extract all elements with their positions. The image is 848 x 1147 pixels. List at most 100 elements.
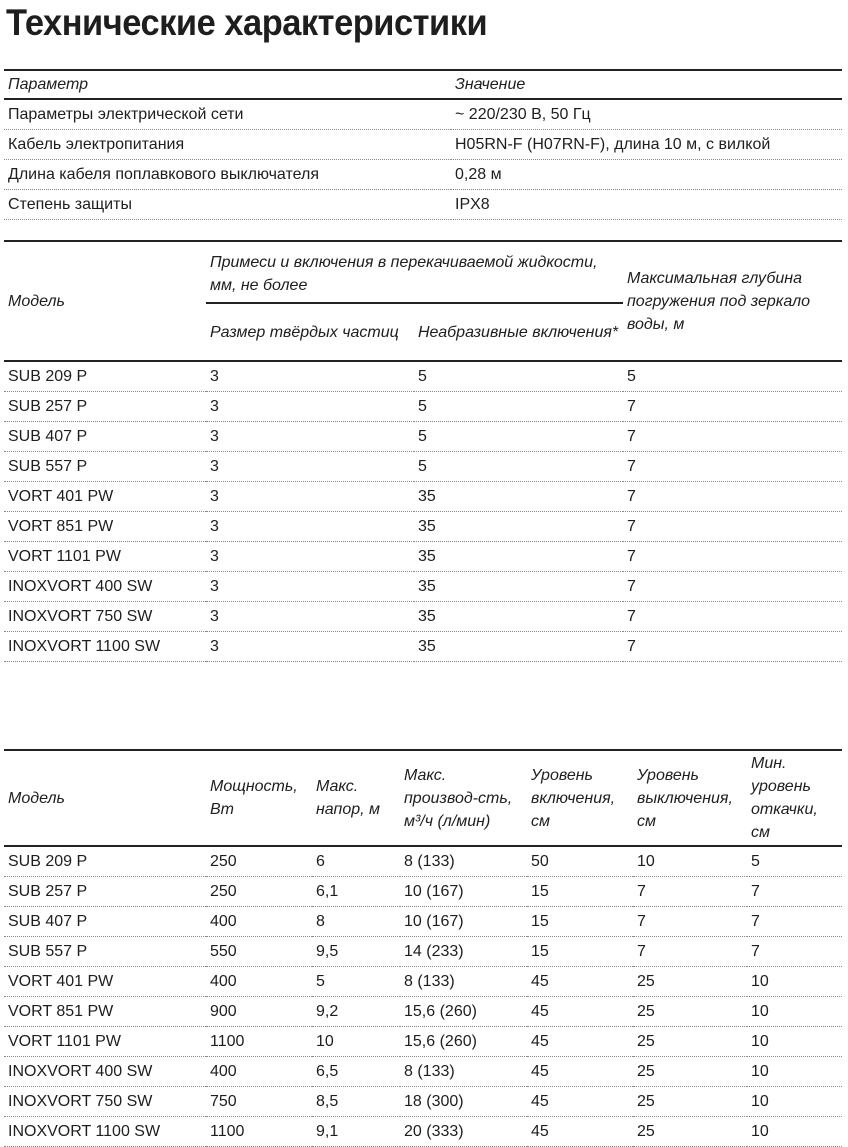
table-cell: 45 — [527, 1026, 633, 1057]
table-cell: 7 — [623, 421, 842, 452]
table-cell: 3 — [206, 481, 414, 512]
performance-table: Модель Мощность, Вт Макс. напор, м Макс.… — [4, 749, 842, 1147]
table-cell: Параметры электрической сети — [4, 99, 451, 130]
table-cell: 8 (133) — [400, 1056, 527, 1087]
table-cell: 3 — [206, 601, 414, 632]
table-cell: 10 — [747, 1056, 842, 1087]
table-cell: 8 — [312, 906, 400, 937]
table-cell: 7 — [747, 876, 842, 907]
spec-row: Параметры электрической сети ~ 220/230 В,… — [4, 99, 842, 130]
table-cell: 7 — [633, 936, 747, 967]
model-row: SUB 407 P 400 8 10 (167) 15 7 7 — [4, 906, 842, 937]
header-non-abrasive: Неабразивные включения* — [414, 302, 623, 361]
table-cell: 35 — [414, 571, 623, 602]
table-cell: 9,1 — [312, 1116, 400, 1147]
table-cell: 45 — [527, 1116, 633, 1147]
header-value: Значение — [455, 76, 526, 93]
table-cell: VORT 401 PW — [4, 966, 206, 997]
table-cell: 7 — [623, 391, 842, 422]
table-cell: 400 — [206, 906, 312, 937]
table-cell: SUB 407 P — [4, 906, 206, 937]
table-cell: 250 — [206, 876, 312, 907]
table-cell: 250 — [206, 846, 312, 877]
model-row: VORT 1101 PW 1100 10 15,6 (260) 45 25 10 — [4, 1026, 842, 1057]
table-cell: IPX8 — [451, 189, 842, 220]
table-cell: 10 — [747, 966, 842, 997]
table-cell: 6,5 — [312, 1056, 400, 1087]
table-cell: 35 — [414, 631, 623, 662]
model-row: SUB 557 P 550 9,5 14 (233) 15 7 7 — [4, 936, 842, 967]
table-cell: Кабель электропитания — [4, 129, 451, 160]
table-cell: 7 — [747, 936, 842, 967]
header-model: Модель — [8, 789, 65, 807]
spec-row: Длина кабеля поплавкового выключателя 0,2… — [4, 159, 842, 190]
header-solid-size: Размер твёрдых частиц — [206, 302, 414, 361]
table-cell: INOXVORT 1100 SW — [4, 631, 206, 662]
table-cell: 7 — [623, 631, 842, 662]
model-row: VORT 401 PW 3 35 7 — [4, 481, 842, 512]
table-cell: 45 — [527, 966, 633, 997]
table-cell: 14 (233) — [400, 936, 527, 967]
table-cell: 3 — [206, 421, 414, 452]
model-row: INOXVORT 1100 SW 1100 9,1 20 (333) 45 25 10 — [4, 1116, 842, 1147]
table-cell: 7 — [623, 541, 842, 572]
header-off-level: Уровень выключения, см — [637, 766, 733, 830]
table-cell: 35 — [414, 601, 623, 632]
table-cell: 10 — [747, 996, 842, 1027]
table-cell: 25 — [633, 966, 747, 997]
table-cell: 5 — [623, 361, 842, 392]
page-title: Технические характеристики — [6, 2, 488, 43]
table-cell: 3 — [206, 571, 414, 602]
table-cell: 35 — [414, 481, 623, 512]
table-cell: SUB 407 P — [4, 421, 206, 452]
table-cell: 10 — [747, 1026, 842, 1057]
table-cell: Длина кабеля поплавкового выключателя — [4, 159, 451, 190]
spec-row: Кабель электропитания H05RN-F (H07RN-F), … — [4, 129, 842, 160]
table-cell: INOXVORT 400 SW — [4, 571, 206, 602]
table-cell: 8 (133) — [400, 846, 527, 877]
table-cell: SUB 209 P — [4, 361, 206, 392]
table-cell: 400 — [206, 966, 312, 997]
table-cell: 35 — [414, 541, 623, 572]
table-cell: 15 — [527, 936, 633, 967]
table-cell: 1100 — [206, 1116, 312, 1147]
table-cell: 50 — [527, 846, 633, 877]
table-cell: 10 (167) — [400, 876, 527, 907]
table-cell: VORT 1101 PW — [4, 541, 206, 572]
table-cell: SUB 209 P — [4, 846, 206, 877]
table-cell: SUB 557 P — [4, 451, 206, 482]
table-cell: 7 — [623, 511, 842, 542]
table-cell: 3 — [206, 631, 414, 662]
table-cell: INOXVORT 750 SW — [4, 601, 206, 632]
table-cell: 15,6 (260) — [400, 1026, 527, 1057]
model-row: INOXVORT 1100 SW 3 35 7 — [4, 631, 842, 662]
table-cell: 3 — [206, 361, 414, 392]
header-min-level: Мин. уровень откачки, см — [751, 755, 818, 841]
table-cell: INOXVORT 750 SW — [4, 1086, 206, 1117]
header-max-depth: Максимальная глубина погружения под зерк… — [627, 269, 810, 333]
table-cell: INOXVORT 400 SW — [4, 1056, 206, 1087]
table-cell: VORT 401 PW — [4, 481, 206, 512]
table-cell: 0,28 м — [451, 159, 842, 190]
table-cell: 25 — [633, 1086, 747, 1117]
spec-row: Степень защиты IPX8 — [4, 189, 842, 220]
table-cell: 7 — [747, 906, 842, 937]
header-impurities-group: Примеси и включения в перекачиваемой жид… — [210, 254, 598, 294]
table-cell: 8 (133) — [400, 966, 527, 997]
table-cell: ~ 220/230 В, 50 Гц — [451, 99, 842, 130]
model-row: VORT 401 PW 400 5 8 (133) 45 25 10 — [4, 966, 842, 997]
header-max-head: Макс. напор, м — [316, 778, 380, 818]
table-cell: 5 — [414, 361, 623, 392]
table-cell: 5 — [414, 391, 623, 422]
model-row: INOXVORT 400 SW 400 6,5 8 (133) 45 25 10 — [4, 1056, 842, 1087]
table-cell: 7 — [633, 906, 747, 937]
table-cell: 6,1 — [312, 876, 400, 907]
table-cell: 5 — [747, 846, 842, 877]
model-row: SUB 257 P 250 6,1 10 (167) 15 7 7 — [4, 876, 842, 907]
table-cell: 35 — [414, 511, 623, 542]
table-cell: 7 — [633, 876, 747, 907]
table-cell: SUB 257 P — [4, 876, 206, 907]
